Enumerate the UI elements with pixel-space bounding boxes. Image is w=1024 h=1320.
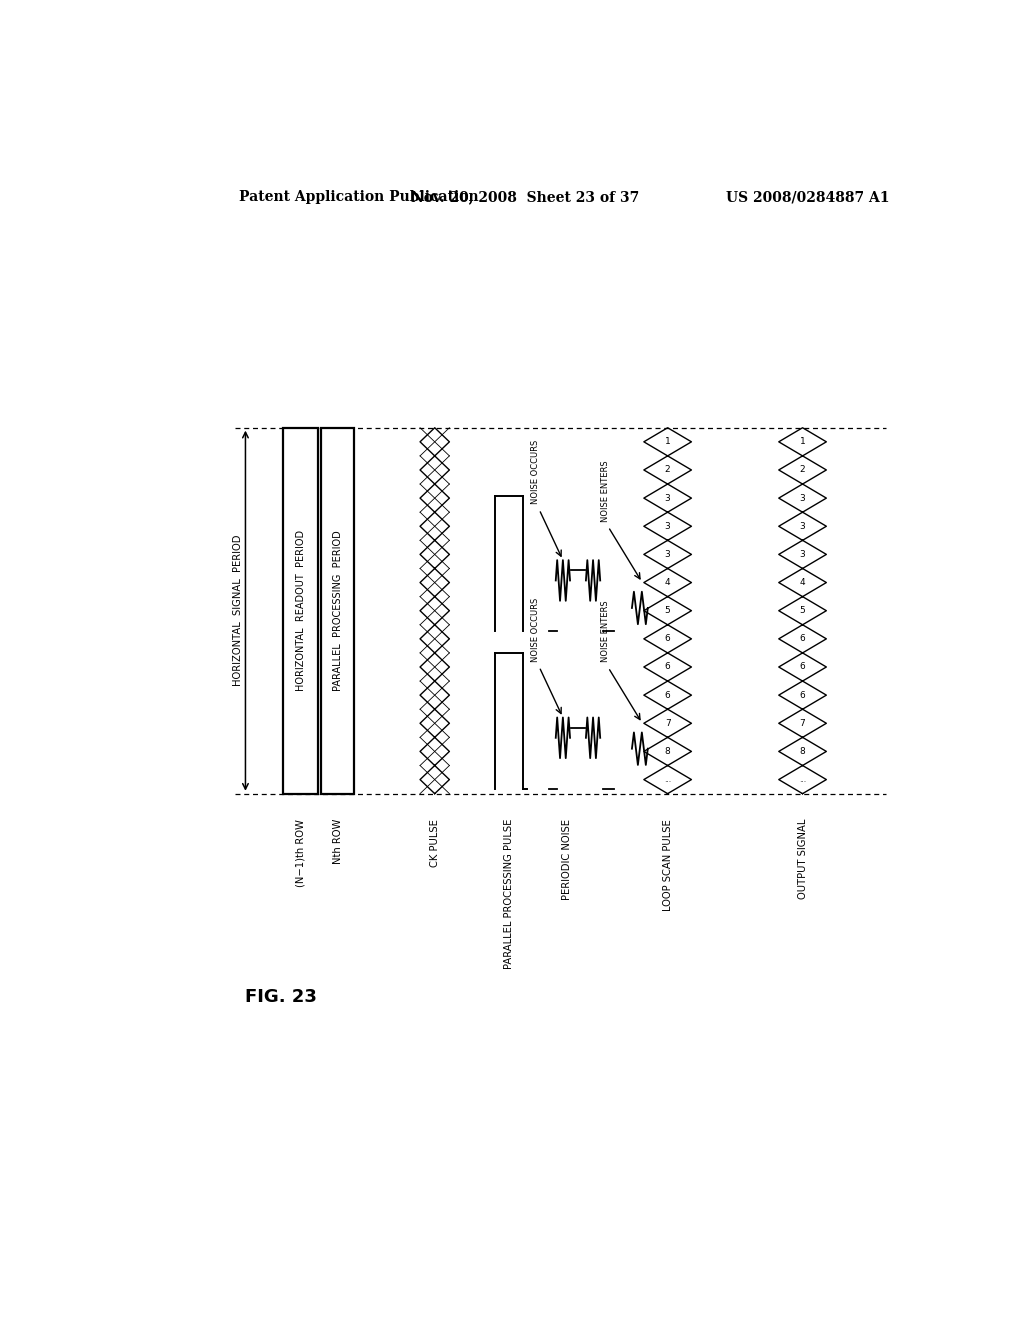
Text: 1: 1 (665, 437, 671, 446)
Text: 8: 8 (665, 747, 671, 756)
Text: NOISE ENTERS: NOISE ENTERS (601, 459, 610, 521)
Text: 7: 7 (665, 719, 671, 727)
Text: 3: 3 (665, 550, 671, 558)
Text: 3: 3 (665, 494, 671, 503)
Bar (321, 428, 354, 793)
Text: PERIODIC NOISE: PERIODIC NOISE (562, 818, 571, 900)
Text: FIG. 23: FIG. 23 (246, 987, 317, 1006)
Text: PARALLEL PROCESSING PULSE: PARALLEL PROCESSING PULSE (504, 818, 514, 969)
Text: LOOP SCAN PULSE: LOOP SCAN PULSE (663, 818, 673, 911)
Text: 6: 6 (800, 690, 806, 700)
Text: 3: 3 (800, 494, 806, 503)
Text: 4: 4 (800, 578, 805, 587)
Text: 3: 3 (800, 550, 806, 558)
Text: 2: 2 (800, 466, 805, 474)
Text: NOISE OCCURS: NOISE OCCURS (531, 440, 541, 504)
Text: 8: 8 (800, 747, 806, 756)
Text: (N−1)th ROW: (N−1)th ROW (296, 818, 305, 887)
Text: NOISE OCCURS: NOISE OCCURS (531, 598, 541, 661)
Text: 6: 6 (665, 635, 671, 643)
Text: HORIZONTAL  SIGNAL  PERIOD: HORIZONTAL SIGNAL PERIOD (232, 535, 243, 686)
Text: PARALLEL  PROCESSING  PERIOD: PARALLEL PROCESSING PERIOD (333, 531, 342, 692)
Text: 6: 6 (665, 690, 671, 700)
Text: HORIZONTAL  READOUT  PERIOD: HORIZONTAL READOUT PERIOD (296, 531, 305, 692)
Bar (283, 428, 318, 793)
Text: 5: 5 (665, 606, 671, 615)
Text: 6: 6 (800, 663, 806, 672)
Text: Nov. 20, 2008  Sheet 23 of 37: Nov. 20, 2008 Sheet 23 of 37 (411, 190, 639, 205)
Text: CK PULSE: CK PULSE (430, 818, 439, 867)
Text: ...: ... (799, 775, 806, 784)
Text: 4: 4 (665, 578, 671, 587)
Text: 2: 2 (665, 466, 671, 474)
Text: Nth ROW: Nth ROW (333, 818, 342, 865)
Text: 5: 5 (800, 606, 806, 615)
Text: 6: 6 (800, 635, 806, 643)
Text: 7: 7 (800, 719, 806, 727)
Text: US 2008/0284887 A1: US 2008/0284887 A1 (726, 190, 890, 205)
Text: Patent Application Publication: Patent Application Publication (240, 190, 479, 205)
Text: 6: 6 (665, 663, 671, 672)
Text: 3: 3 (800, 521, 806, 531)
Text: 1: 1 (800, 437, 806, 446)
Text: ...: ... (665, 775, 671, 784)
Text: 3: 3 (665, 521, 671, 531)
Text: NOISE ENTERS: NOISE ENTERS (601, 601, 610, 663)
Text: OUTPUT SIGNAL: OUTPUT SIGNAL (798, 818, 808, 899)
